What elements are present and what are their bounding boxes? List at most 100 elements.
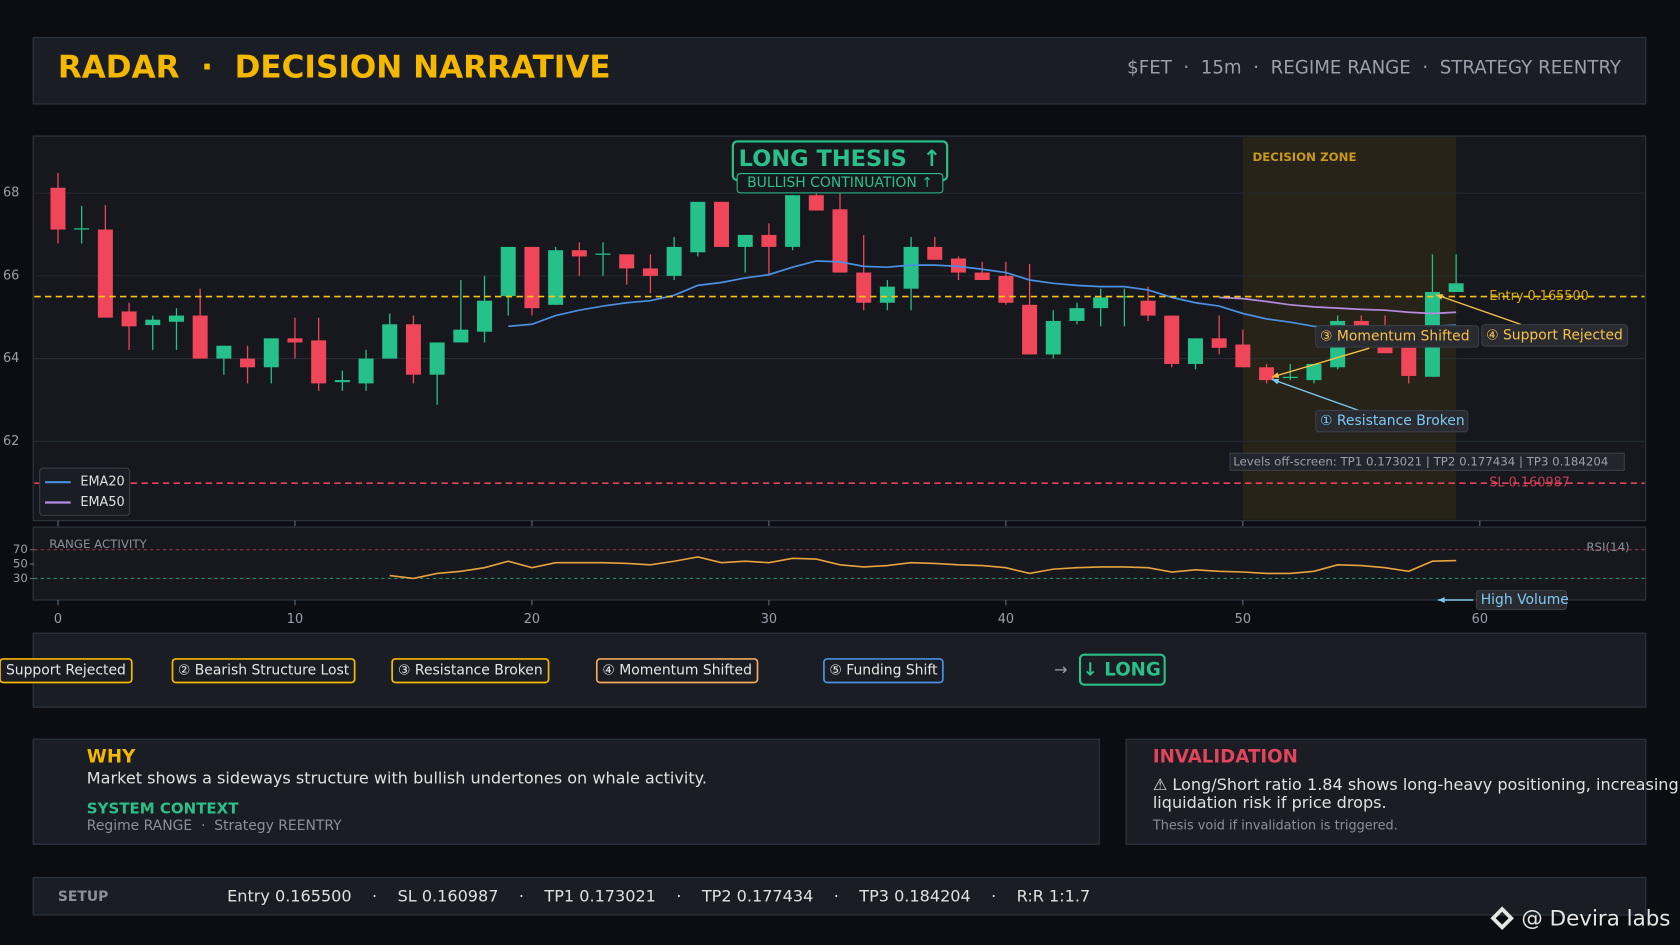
candle-body <box>998 275 1014 303</box>
candle-body <box>974 272 990 281</box>
ema-line <box>508 260 1457 330</box>
candle-body <box>311 340 327 384</box>
candle-body <box>477 300 493 332</box>
flow-result: ↓ LONG <box>1083 660 1161 681</box>
candle-body <box>571 250 587 257</box>
candle-body <box>690 201 706 253</box>
candle-body <box>192 315 208 359</box>
x-tick-label: 30 <box>761 612 777 627</box>
legend-label: EMA50 <box>80 495 124 510</box>
candle-body <box>358 358 374 384</box>
candle-body <box>619 254 635 269</box>
candle-body <box>429 342 445 375</box>
candle-body <box>642 268 658 276</box>
candle-body <box>548 250 564 305</box>
candle-body <box>1282 376 1298 379</box>
header-panel <box>32 36 1647 105</box>
y-tick-label: 66 <box>3 268 19 283</box>
candle-body <box>1306 363 1322 381</box>
candle-body <box>382 324 398 359</box>
y-tick-label: 70 <box>13 542 28 556</box>
candle-body <box>1116 296 1132 298</box>
candle-body <box>1353 320 1369 327</box>
level-label: SL 0.160987 <box>1489 476 1570 491</box>
candle-body <box>74 228 90 230</box>
arrow-head <box>1435 294 1444 300</box>
flow-step: ⑤ Funding Shift <box>829 663 938 679</box>
x-tick-label: 10 <box>287 612 303 627</box>
candle-body <box>1022 304 1038 355</box>
ema-line <box>1219 296 1457 315</box>
thesis-sub-box <box>736 173 944 194</box>
candle-body <box>500 246 516 297</box>
rsi-panel <box>32 526 1647 601</box>
rsi-line <box>389 556 1457 580</box>
setup-title: SETUP <box>58 889 109 905</box>
candle-body <box>832 209 848 273</box>
thesis-subtitle: BULLISH CONTINUATION ↑ <box>747 175 933 191</box>
y-tick-label: 62 <box>3 434 19 449</box>
flow-arrow: → <box>1054 660 1067 679</box>
candle-body <box>168 315 184 322</box>
candle-body <box>737 234 753 247</box>
candle-body <box>1093 297 1109 309</box>
y-tick-label: 68 <box>3 186 19 201</box>
x-tick-label: 40 <box>998 612 1014 627</box>
flow-step: ② Bearish Structure Lost <box>178 663 350 679</box>
candle-body <box>334 380 350 383</box>
zone-label: DECISION ZONE <box>1253 150 1357 164</box>
why-panel <box>32 738 1100 845</box>
candle-body <box>879 286 895 303</box>
x-tick-label: 60 <box>1472 612 1488 627</box>
callout-box <box>1315 409 1469 433</box>
context-text: Regime RANGE · Strategy REENTRY <box>87 818 342 834</box>
arrow-head <box>1271 372 1280 378</box>
candle-body <box>1187 338 1203 364</box>
invalidation-text: liquidation risk if price drops. <box>1153 793 1387 812</box>
invalidation-panel <box>1125 738 1647 845</box>
invalidation-text: ⚠ Long/Short ratio 1.84 shows long-heavy… <box>1153 775 1679 794</box>
candle-body <box>1164 315 1180 364</box>
candle-body <box>524 246 540 309</box>
flow-step-box <box>0 658 133 684</box>
candle-body <box>287 338 303 343</box>
flow-step-box <box>595 658 759 684</box>
candle-body <box>1045 320 1061 355</box>
header-meta: $FET · 15m · REGIME RANGE · STRATEGY REE… <box>1127 58 1622 79</box>
arrow-head <box>1437 597 1445 603</box>
y-tick-label: 50 <box>13 557 28 571</box>
candle-body <box>927 246 943 260</box>
candle-body <box>1140 300 1156 316</box>
candle-body <box>240 358 256 368</box>
setup-text: Entry 0.165500 · SL 0.160987 · TP1 0.173… <box>227 886 1090 905</box>
candle-body <box>856 272 872 303</box>
candle-body <box>595 253 611 255</box>
flow-step-box <box>823 658 944 684</box>
setup-panel <box>32 876 1647 916</box>
legend-label: EMA20 <box>80 475 124 490</box>
candle-body <box>97 229 113 318</box>
flow-step: ④ Momentum Shifted <box>602 663 752 679</box>
candle-body <box>1259 367 1275 381</box>
candle-body <box>1448 283 1464 292</box>
candle-body <box>714 201 730 247</box>
candle-body <box>785 195 801 247</box>
candle-body <box>1235 344 1251 368</box>
callout-label: ④ Support Rejected <box>1486 327 1623 343</box>
callout-box <box>1315 325 1480 348</box>
invalidation-note: Thesis void if invalidation is triggered… <box>1152 819 1398 834</box>
candle-body <box>216 345 232 359</box>
arrow-head <box>1271 378 1280 385</box>
candle-body <box>263 338 279 368</box>
rsi-series-label: RSI(14) <box>1586 540 1629 554</box>
callout-label: ① Resistance Broken <box>1320 413 1465 429</box>
why-text: Market shows a sideways structure with b… <box>87 768 707 787</box>
candle-body <box>808 195 824 211</box>
callout-box <box>1475 589 1567 611</box>
candle-body <box>50 187 66 230</box>
why-title: WHY <box>87 747 136 768</box>
candle-body <box>761 234 777 247</box>
context-title: SYSTEM CONTEXT <box>87 799 239 817</box>
flow-step: Support Rejected <box>6 663 126 679</box>
